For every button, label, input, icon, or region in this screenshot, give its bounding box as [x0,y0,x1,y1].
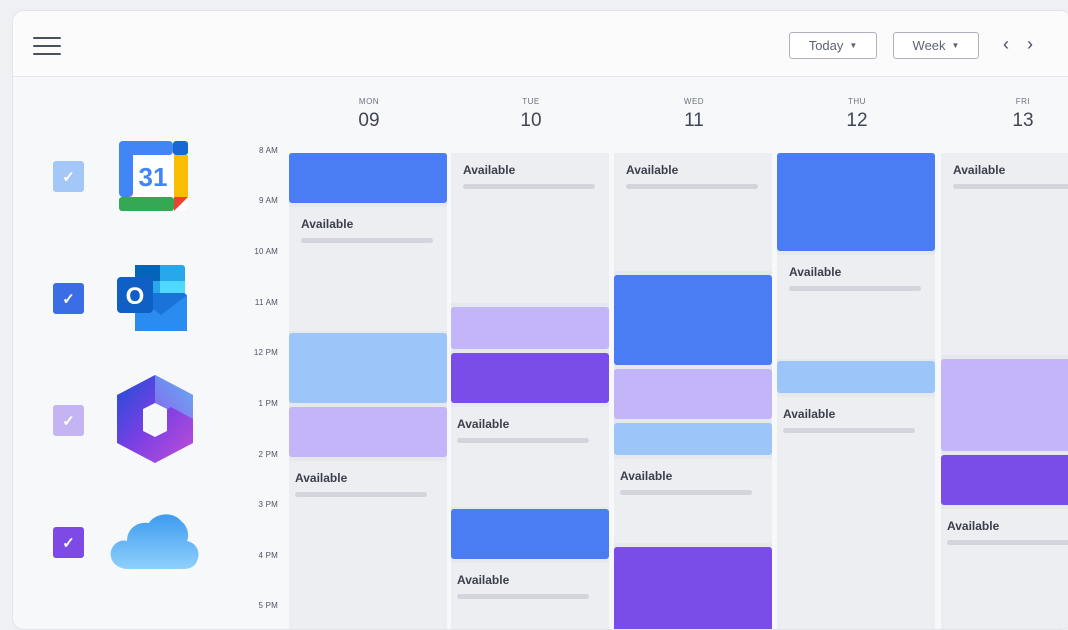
hamburger-menu-icon[interactable] [33,35,61,55]
caret-down-icon: ▼ [849,41,858,50]
available-slot[interactable]: Available [777,255,935,359]
available-slot[interactable]: Available [941,509,1068,629]
available-label: Available [947,519,1000,533]
available-slot[interactable]: Available [451,153,609,303]
event-block[interactable] [451,509,609,559]
day-number: 13 [1012,110,1034,131]
microsoft-365-checkbox[interactable]: ✓ [53,405,84,436]
available-slot[interactable]: Available [451,407,609,507]
calendar-card: Today ▼ Week ▼ ‹ › ✓ 31 ✓ [12,10,1068,630]
placeholder-bar [463,184,595,189]
available-slot[interactable]: Available [451,563,609,629]
time-label: 3 PM [258,500,278,509]
event-block[interactable] [451,307,609,349]
icloud-icon [109,511,199,571]
event-block[interactable] [451,353,609,403]
available-label: Available [457,573,510,587]
event-block[interactable] [289,407,447,457]
next-week-chevron-icon[interactable]: › [1027,34,1033,54]
day-header-tue[interactable]: TUE 10 [451,97,611,132]
today-button-label: Today [808,38,844,53]
placeholder-bar [457,594,589,599]
day-number: 11 [684,110,704,131]
day-of-week: MON [358,97,380,106]
day-of-week: TUE [522,97,540,106]
available-label: Available [953,163,1006,177]
prev-week-chevron-icon[interactable]: ‹ [1003,34,1009,54]
placeholder-bar [953,184,1068,189]
available-label: Available [789,265,842,279]
event-block[interactable] [614,369,772,419]
placeholder-bar [789,286,921,291]
time-label: 4 PM [258,551,278,560]
day-number: 09 [358,110,380,131]
day-of-week: WED [683,97,705,106]
time-label: 8 AM [258,146,278,155]
day-number: 12 [846,110,868,131]
week-view-button[interactable]: Week ▼ [893,32,979,59]
time-label: 12 PM [253,348,278,357]
available-label: Available [463,163,516,177]
time-label: 2 PM [258,450,278,459]
day-column-wed: Available Available [614,153,772,629]
available-label: Available [783,407,836,421]
available-label: Available [457,417,510,431]
day-header-wed[interactable]: WED 11 [614,97,774,132]
available-slot[interactable]: Available [289,207,447,331]
event-block[interactable] [289,153,447,203]
microsoft-365-icon [113,373,197,465]
available-slot[interactable]: Available [614,459,772,543]
day-header-fri[interactable]: FRI 13 [943,97,1068,132]
available-label: Available [626,163,679,177]
placeholder-bar [947,540,1068,545]
google-calendar-icon: 31 [119,141,188,211]
outlook-icon: O [117,263,189,333]
day-number: 10 [520,110,542,131]
event-block[interactable] [614,547,772,629]
event-block[interactable] [777,153,935,251]
today-button[interactable]: Today ▼ [789,32,877,59]
event-block[interactable] [614,423,772,455]
placeholder-bar [783,428,915,433]
time-label: 10 AM [254,247,278,256]
event-block[interactable] [941,455,1068,505]
placeholder-bar [295,492,427,497]
day-header-mon[interactable]: MON 09 [289,97,449,132]
google-calendar-checkbox[interactable]: ✓ [53,161,84,192]
event-block[interactable] [941,359,1068,451]
day-column-tue: Available Available Available [451,153,609,629]
svg-text:31: 31 [139,162,168,192]
available-slot[interactable]: Available [777,397,935,629]
time-label: 1 PM [258,399,278,408]
icloud-checkbox[interactable]: ✓ [53,527,84,558]
available-slot[interactable]: Available [289,461,447,629]
day-of-week: THU [848,97,866,106]
placeholder-bar [620,490,752,495]
day-column-mon: Available Available [289,153,447,629]
available-label: Available [301,217,354,231]
day-of-week: FRI [1015,97,1031,106]
time-label: 9 AM [258,196,278,205]
outlook-checkbox[interactable]: ✓ [53,283,84,314]
day-column-thu: Available Available [777,153,935,629]
time-label: 5 PM [258,601,278,610]
available-slot[interactable]: Available [614,153,772,271]
placeholder-bar [626,184,758,189]
caret-down-icon: ▼ [951,41,960,50]
available-label: Available [620,469,673,483]
week-button-label: Week [912,38,946,53]
svg-text:O: O [126,283,145,310]
available-label: Available [295,471,348,485]
event-block[interactable] [289,333,447,403]
placeholder-bar [457,438,589,443]
day-column-fri: Available Available [941,153,1068,629]
toolbar: Today ▼ Week ▼ ‹ › [13,11,1068,77]
time-label: 11 AM [254,298,278,307]
placeholder-bar [301,238,433,243]
day-header-thu[interactable]: THU 12 [777,97,937,132]
available-slot[interactable]: Available [941,153,1068,355]
event-block[interactable] [777,361,935,393]
event-block[interactable] [614,275,772,365]
